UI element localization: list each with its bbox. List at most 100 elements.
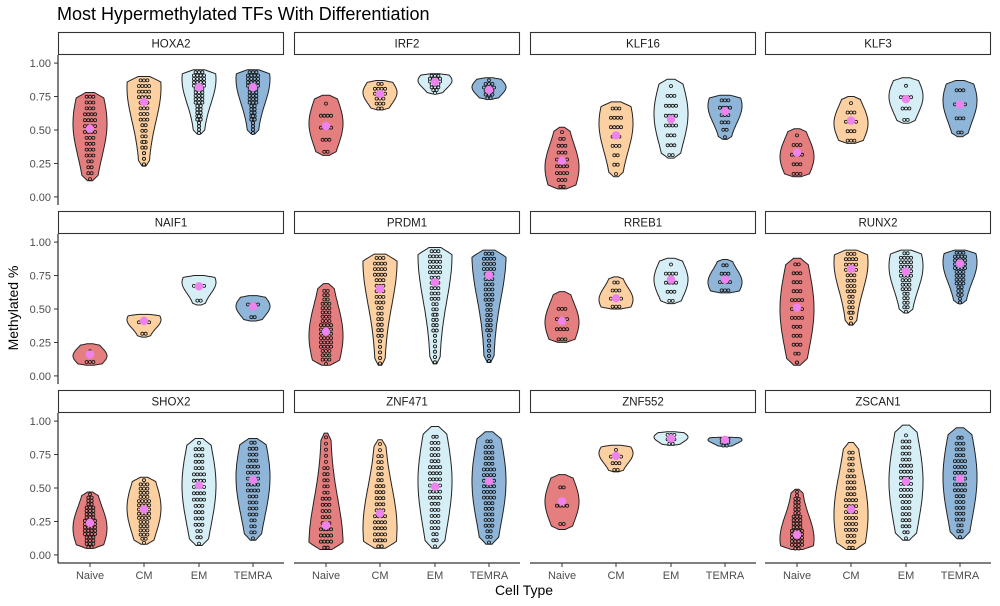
data-point (379, 317, 384, 322)
data-point (845, 129, 850, 134)
data-point (612, 115, 617, 120)
data-point (555, 171, 559, 176)
data-point (431, 270, 436, 275)
data-point (959, 292, 964, 297)
data-point (958, 273, 962, 278)
data-point (800, 315, 804, 320)
data-point (849, 480, 853, 485)
data-point (247, 494, 252, 499)
data-point (958, 453, 962, 458)
data-point (565, 164, 569, 169)
data-point (434, 259, 439, 264)
mean-marker-rreb1-naive (557, 316, 567, 326)
mean-marker-hoxa2-cm (139, 97, 149, 107)
data-point (487, 338, 491, 343)
data-point (252, 488, 257, 493)
data-point (191, 80, 196, 85)
data-point (245, 470, 250, 475)
strip-label-zscan1: ZSCAN1 (855, 397, 900, 409)
data-point (667, 441, 672, 446)
data-point (488, 261, 493, 266)
data-point (138, 520, 143, 524)
data-point (492, 467, 497, 472)
data-point (198, 535, 203, 540)
data-point (140, 516, 145, 520)
data-point (427, 471, 432, 476)
data-point (907, 512, 912, 516)
data-point (322, 297, 327, 302)
data-point (796, 351, 801, 356)
data-point (197, 466, 201, 471)
data-point (796, 543, 801, 547)
data-point (318, 113, 323, 118)
violin-shox2-em (181, 438, 217, 546)
mean-marker-runx2-cm (846, 264, 856, 274)
data-point (325, 472, 330, 477)
data-point (145, 117, 150, 122)
data-point (254, 97, 259, 102)
x-tick-label: EM (427, 570, 444, 582)
data-point (791, 333, 796, 338)
data-point (195, 107, 200, 112)
data-point (436, 73, 441, 78)
data-point (433, 526, 437, 530)
data-point (193, 453, 198, 458)
data-point (481, 261, 486, 266)
data-point (852, 110, 857, 115)
data-point (954, 447, 959, 452)
data-point (900, 287, 905, 292)
data-point (487, 461, 491, 466)
data-point (195, 104, 200, 108)
x-tick-label: TEMRA (706, 570, 745, 582)
data-point (488, 328, 493, 333)
data-point (721, 127, 726, 132)
data-point (318, 323, 323, 328)
data-point (961, 517, 966, 522)
data-point (138, 532, 143, 537)
data-point (902, 260, 907, 265)
data-point (251, 100, 255, 105)
data-point (325, 539, 330, 544)
data-point (558, 164, 563, 169)
data-point (378, 490, 382, 495)
data-point (254, 512, 259, 517)
data-point (195, 117, 200, 122)
data-point (88, 177, 92, 182)
data-point (374, 294, 379, 299)
data-point (195, 497, 200, 502)
data-point (669, 94, 673, 98)
data-point (849, 316, 853, 321)
data-point (198, 497, 203, 502)
data-point (320, 310, 325, 315)
data-point (954, 494, 959, 499)
violin-zscan1-temra (942, 427, 978, 540)
data-point (84, 94, 89, 99)
data-point (560, 178, 564, 182)
data-point (251, 121, 255, 125)
data-point (329, 336, 334, 341)
data-point (956, 482, 961, 487)
data-point (383, 520, 388, 525)
data-point (909, 469, 913, 474)
data-point (483, 518, 488, 522)
data-point (379, 472, 384, 477)
data-point (904, 287, 908, 292)
data-point (719, 98, 724, 103)
data-point (798, 143, 803, 147)
data-point (247, 93, 252, 98)
data-point (136, 499, 141, 504)
data-point (617, 304, 622, 309)
data-point (381, 294, 386, 299)
data-point (959, 529, 964, 534)
data-point (900, 506, 905, 511)
data-point (847, 456, 852, 461)
data-point (436, 501, 441, 506)
data-point (379, 532, 384, 537)
data-point (612, 467, 617, 472)
data-point (142, 112, 146, 116)
mean-marker-prdm1-em (430, 278, 440, 287)
data-point (958, 447, 962, 452)
data-point (249, 440, 254, 445)
data-point (900, 524, 905, 529)
data-point (88, 147, 92, 152)
